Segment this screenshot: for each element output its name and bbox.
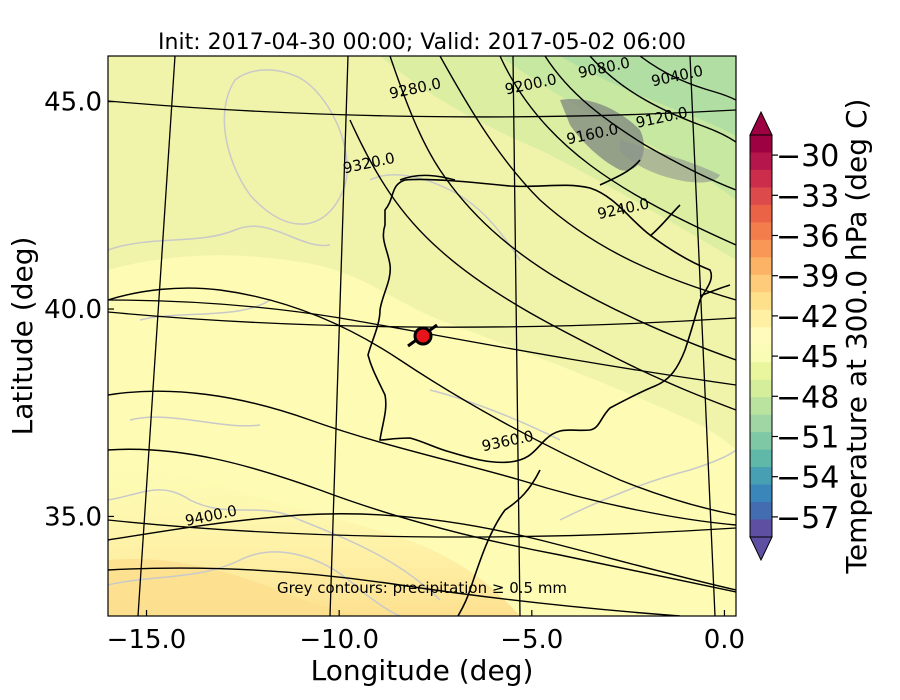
colorbar-band bbox=[750, 239, 772, 258]
colorbar-band bbox=[750, 204, 772, 223]
precipitation-note: Grey contours: precipitation ≥ 0.5 mm bbox=[277, 579, 567, 597]
colorbar-bands bbox=[750, 135, 772, 538]
colorbar-band bbox=[750, 152, 772, 171]
colorbar-band bbox=[750, 169, 772, 188]
colorbar-tick-label: −36 bbox=[776, 220, 839, 255]
colorbar-tick-label: −33 bbox=[776, 179, 839, 214]
coastline bbox=[367, 159, 731, 616]
geopotential-contours bbox=[108, 56, 736, 616]
x-tick-label: −15.0 bbox=[107, 625, 187, 655]
colorbar-band bbox=[750, 467, 772, 486]
colorbar-ticks: −30 −33 −36 −39 −42 −45 −48 −51 −54 −57 bbox=[772, 139, 839, 536]
y-tick-label: 45.0 bbox=[44, 88, 102, 118]
colorbar-tick-label: −30 bbox=[776, 139, 839, 174]
colorbar-band bbox=[750, 519, 772, 538]
colorbar-band bbox=[750, 135, 772, 153]
colorbar: −30 −33 −36 −39 −42 −45 −48 −51 −54 −57 Temperatu… bbox=[749, 99, 873, 575]
colorbar-tick-label: −54 bbox=[776, 461, 839, 496]
colorbar-band bbox=[750, 379, 772, 398]
precipitation-contours bbox=[108, 69, 736, 616]
y-axis-ticks: 35.0 40.0 45.0 bbox=[44, 88, 114, 532]
x-tick-label: 0.0 bbox=[704, 625, 745, 655]
colorbar-tick-label: −48 bbox=[776, 380, 839, 415]
colorbar-band bbox=[750, 397, 772, 416]
temperature-band-cool-4 bbox=[560, 56, 736, 136]
x-axis-ticks: −15.0 −10.0 −5.0 0.0 bbox=[107, 610, 745, 655]
colorbar-band bbox=[750, 484, 772, 503]
graticule bbox=[108, 56, 736, 616]
y-tick-label: 35.0 bbox=[44, 502, 102, 532]
colorbar-band bbox=[750, 344, 772, 363]
colorbar-band bbox=[750, 222, 772, 241]
plot-frame bbox=[107, 55, 737, 617]
y-axis-label: Latitude (deg) bbox=[6, 237, 39, 436]
colorbar-band bbox=[750, 327, 772, 346]
x-axis-label: Longitude (deg) bbox=[311, 654, 534, 687]
colorbar-band bbox=[750, 257, 772, 276]
map-plot-area: 9040.09080.09120.09160.09200.09240.09280… bbox=[107, 53, 737, 617]
x-tick-label: −5.0 bbox=[500, 625, 563, 655]
colorbar-frame bbox=[749, 134, 773, 538]
colorbar-tick-label: −45 bbox=[776, 340, 839, 375]
observation-marker bbox=[413, 326, 433, 346]
colorbar-band bbox=[750, 414, 772, 433]
colorbar-band bbox=[750, 309, 772, 328]
y-tick-label: 40.0 bbox=[44, 295, 102, 325]
x-tick-label: −10.0 bbox=[299, 625, 379, 655]
colorbar-band bbox=[750, 449, 772, 468]
colorbar-tick-label: −51 bbox=[776, 421, 839, 456]
colorbar-tick-label: −42 bbox=[776, 300, 839, 335]
map-title: Init: 2017-04-30 00:00; Valid: 2017-05-0… bbox=[158, 30, 686, 55]
colorbar-band bbox=[750, 187, 772, 206]
colorbar-tick-label: −39 bbox=[776, 260, 839, 295]
colorbar-tick-label: −57 bbox=[776, 501, 839, 536]
colorbar-band bbox=[750, 274, 772, 293]
colorbar-extend-bottom bbox=[749, 536, 773, 562]
colorbar-extend-top bbox=[749, 110, 773, 136]
colorbar-label: Temperature at 300.0 hPa (deg C) bbox=[840, 99, 873, 575]
temperature-band-warm-core bbox=[108, 559, 380, 616]
colorbar-band bbox=[750, 432, 772, 451]
colorbar-band bbox=[750, 292, 772, 311]
colorbar-band bbox=[750, 502, 772, 521]
colorbar-band bbox=[750, 362, 772, 381]
